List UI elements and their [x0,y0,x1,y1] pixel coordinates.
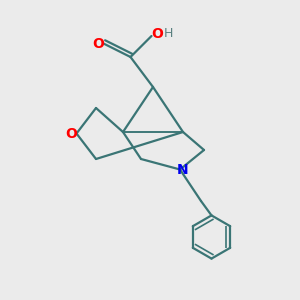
Text: O: O [92,37,104,50]
Text: O: O [151,27,163,40]
Text: H: H [163,27,173,40]
Text: O: O [65,127,77,140]
Text: N: N [177,163,188,176]
